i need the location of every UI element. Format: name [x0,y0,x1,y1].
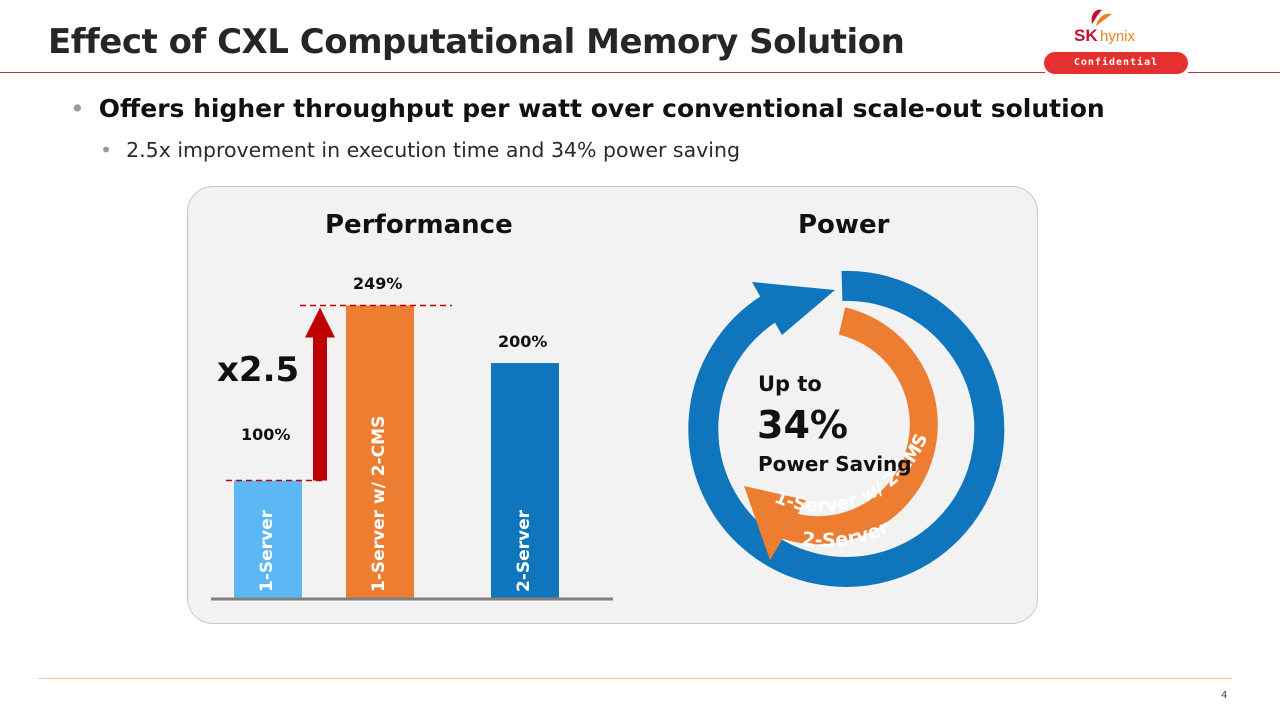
outer-ring-arc [688,270,1005,587]
sub-bullet: • 2.5x improvement in execution time and … [100,138,740,162]
bullet-dot: • [100,138,113,162]
performance-heading: Performance [325,210,513,240]
title-divider-right [1188,72,1280,73]
bullet-dot: • [70,94,85,123]
bar-2 [346,305,414,598]
bar-3 [491,363,559,598]
title-divider [0,72,1045,73]
speedup-arrow-head [305,307,335,338]
main-bullet: • Offers higher throughput per watt over … [70,94,1105,123]
logo-hynix-text: hynix [1100,28,1136,45]
confidential-badge: Confidential [1044,52,1188,74]
page-number: 4 [1221,690,1228,701]
power-percent: 34% [757,403,848,447]
footer-divider [38,678,1232,679]
inner-ring-arrowhead [744,486,806,560]
slide-title: Effect of CXL Computational Memory Solut… [48,22,905,62]
sk-hynix-logo: SK hynix Confidential [1044,4,1188,76]
logo-sk-text: SK [1074,26,1098,45]
main-bullet-text: Offers higher throughput per watt over c… [98,94,1105,123]
butterfly-icon [1091,9,1112,26]
speedup-arrow-shaft [313,335,327,481]
bar-value-label: 200% [498,332,548,352]
sub-bullet-text: 2.5x improvement in execution time and 3… [126,138,740,162]
inner-ring-arc [780,307,938,545]
speedup-multiplier: x2.5 [217,350,300,390]
power-heading: Power [798,210,890,240]
bar-1 [234,480,302,598]
power-saving-label: Power Saving [758,452,912,476]
power-up-to: Up to [758,372,822,396]
bar-value-label: 249% [353,274,403,294]
outer-ring-arrowhead [752,282,835,335]
bar-value-label: 100% [241,425,291,444]
